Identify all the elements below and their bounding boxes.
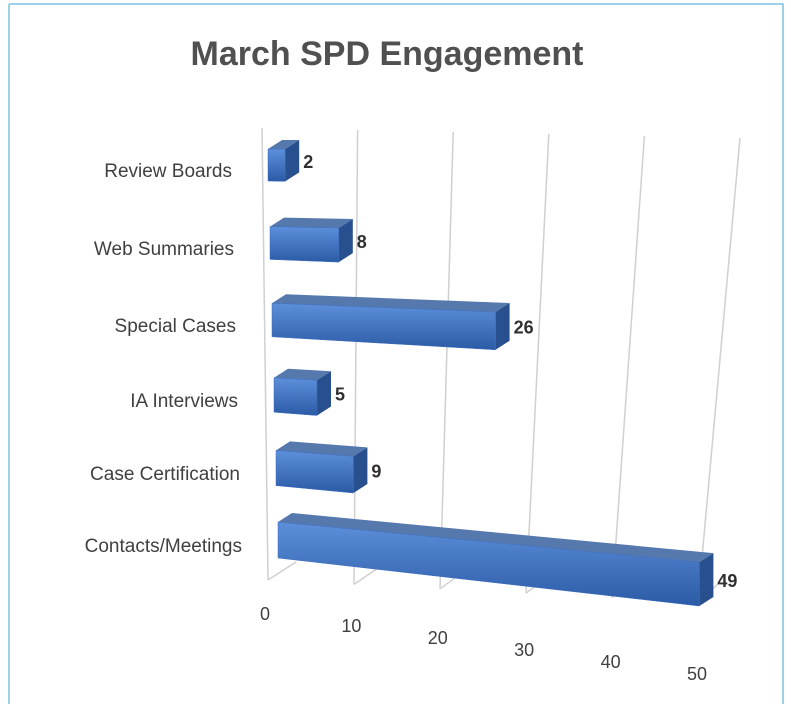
bar bbox=[267, 148, 286, 182]
bar-top bbox=[276, 441, 368, 457]
value-label: 2 bbox=[303, 152, 313, 172]
value-label: 9 bbox=[371, 461, 381, 481]
bar bbox=[269, 226, 340, 263]
value-label: 26 bbox=[514, 318, 534, 338]
grid-line bbox=[611, 135, 646, 598]
y-tick-label: Special Cases bbox=[115, 316, 236, 337]
grid-line bbox=[697, 137, 741, 603]
chart-title: March SPD Engagement bbox=[191, 35, 584, 73]
grid-line bbox=[439, 131, 454, 589]
bar bbox=[273, 377, 318, 416]
y-tick-label: Review Boards bbox=[104, 161, 232, 182]
frame bbox=[8, 3, 784, 704]
y-tick-label: Case Certification bbox=[90, 464, 240, 485]
y-tick-label: Contacts/Meetings bbox=[85, 536, 242, 557]
value-label: 5 bbox=[335, 385, 345, 405]
bar-end bbox=[338, 219, 353, 263]
bar-top bbox=[274, 368, 331, 381]
bar bbox=[271, 302, 496, 351]
value-label: 49 bbox=[717, 571, 737, 591]
y-tick-label: IA Interviews bbox=[130, 391, 238, 412]
bar-end bbox=[353, 447, 368, 493]
x-tick-label: 40 bbox=[601, 652, 621, 672]
x-tick-label: 10 bbox=[341, 616, 361, 636]
bar-end bbox=[317, 371, 331, 416]
bar-top bbox=[272, 294, 510, 313]
grid-line bbox=[353, 129, 359, 585]
x-tick-label: 30 bbox=[514, 640, 534, 660]
x-tick-label: 0 bbox=[260, 604, 270, 624]
grid-line bbox=[261, 127, 269, 581]
x-tick-label: 50 bbox=[687, 664, 707, 684]
bar-top bbox=[270, 217, 353, 229]
bar-top bbox=[278, 513, 714, 563]
value-label: 8 bbox=[357, 232, 367, 252]
bar bbox=[275, 450, 354, 494]
bar bbox=[277, 521, 700, 607]
tick-mark bbox=[267, 561, 297, 581]
bar-top bbox=[268, 140, 300, 150]
x-tick-label: 20 bbox=[428, 628, 448, 648]
bar-end bbox=[285, 140, 300, 182]
bar-end bbox=[495, 303, 510, 350]
y-tick-label: Web Summaries bbox=[94, 239, 234, 260]
grid-line bbox=[525, 133, 550, 594]
bar-end bbox=[699, 553, 714, 607]
